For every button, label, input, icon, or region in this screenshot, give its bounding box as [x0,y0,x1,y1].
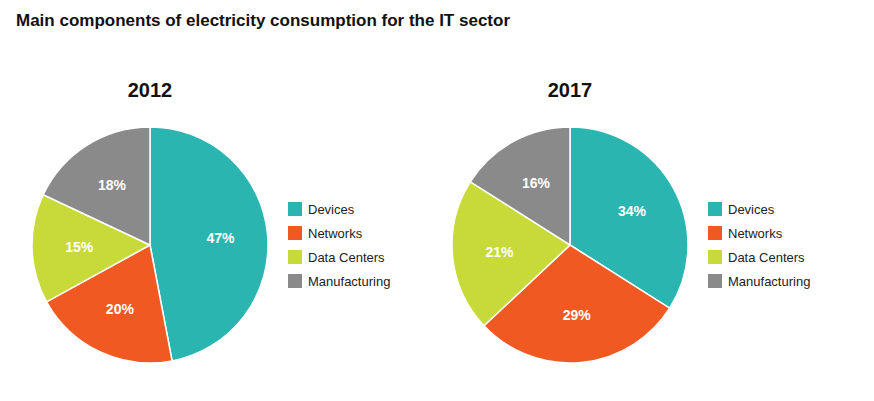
legend-swatch [708,226,722,240]
slices [452,127,688,363]
legend-item: Networks [288,226,363,241]
data-labels: 34% 29% 21% 16% [485,175,646,324]
legend-item: Data Centers [288,250,385,265]
slice [43,127,150,245]
data-label: 29% [563,307,592,323]
legend-label: Networks [308,226,363,241]
legend-item: Devices [288,202,355,217]
data-label: 34% [618,203,647,219]
legend-item: Devices [708,202,775,217]
data-label: 15% [65,239,94,255]
data-label: 18% [98,177,127,193]
legend-label: Devices [728,202,775,217]
title: Main components of electricity consumpti… [16,11,510,30]
legend-swatch [708,202,722,216]
legend: Devices Networks Data Centers Manufacturing [708,202,810,289]
data-label: 47% [206,230,235,246]
slice [470,127,570,245]
pie-title: 2017 [548,79,593,101]
legend-label: Data Centers [308,250,385,265]
legend-item: Manufacturing [288,274,390,289]
legend-swatch [288,226,302,240]
legend-item: Networks [708,226,783,241]
data-label: 21% [485,244,514,260]
legend-label: Manufacturing [308,274,390,289]
legend-swatch [288,250,302,264]
data-labels: 47% 20% 15% 18% [65,177,235,317]
legend-swatch [708,274,722,288]
legend-swatch [288,274,302,288]
pie: 2017 34% 29% 21% 16% [452,79,688,363]
slice [150,127,268,361]
legend-label: Networks [728,226,783,241]
pie-title: 2012 [128,79,173,101]
legend: Devices Networks Data Centers Manufacturing [288,202,390,289]
legend-label: Data Centers [728,250,805,265]
legend-label: Devices [308,202,355,217]
pie: 2012 47% 20% 15% 18% [32,79,268,363]
chart: Main components of electricity consumpti… [0,0,874,401]
legend-item: Manufacturing [708,274,810,289]
data-label: 20% [106,301,135,317]
slices [32,127,268,363]
data-label: 16% [522,175,551,191]
legend-swatch [708,250,722,264]
legend-item: Data Centers [708,250,805,265]
legend-label: Manufacturing [728,274,810,289]
legend-swatch [288,202,302,216]
